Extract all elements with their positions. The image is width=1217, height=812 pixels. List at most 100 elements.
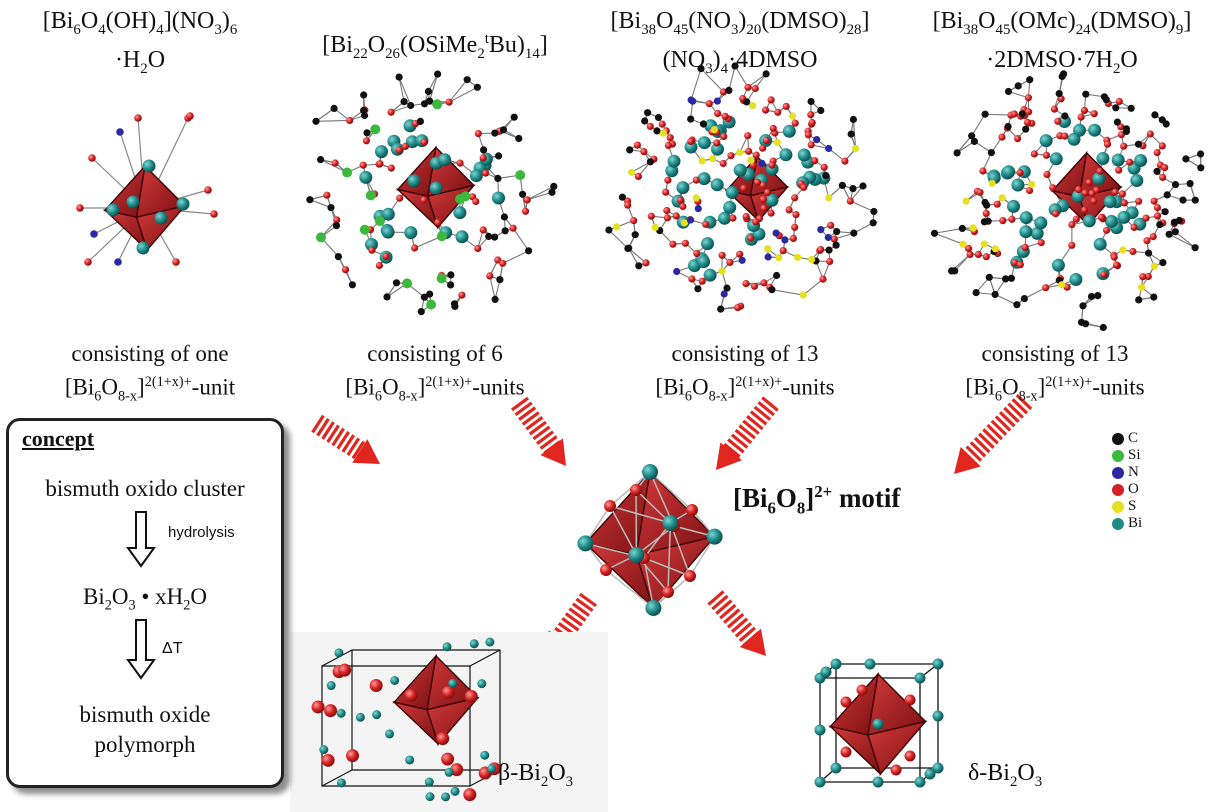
atom-o xyxy=(1030,150,1038,158)
atom-bi xyxy=(676,181,690,195)
atom-si xyxy=(515,170,526,181)
atom-s xyxy=(825,194,833,202)
atom-c xyxy=(1191,196,1199,204)
bond-line xyxy=(605,569,654,609)
atom-bi xyxy=(450,786,460,796)
atom-o xyxy=(1061,132,1069,140)
atom-c xyxy=(500,213,508,221)
atom-bi xyxy=(1067,132,1081,146)
atom-c xyxy=(485,232,493,241)
atom-c xyxy=(1060,70,1068,78)
atom-c xyxy=(694,285,702,293)
atom-bi xyxy=(1019,211,1033,225)
atom-o xyxy=(1115,166,1123,174)
atom-bi xyxy=(492,191,505,205)
atom-bi xyxy=(485,637,495,647)
atom-o xyxy=(1118,190,1126,198)
atom-o xyxy=(679,202,687,211)
atom-o xyxy=(751,84,759,93)
atom-c xyxy=(762,70,770,78)
atom-o xyxy=(338,663,352,677)
atom-bi xyxy=(429,181,443,195)
atom-bi xyxy=(1103,195,1117,209)
atom-o xyxy=(1011,259,1019,267)
cluster-2-structure xyxy=(306,70,558,316)
atom-s xyxy=(775,254,783,262)
atom-c xyxy=(717,305,725,313)
atom-o xyxy=(458,291,466,299)
atom-c xyxy=(1112,104,1120,112)
atom-o xyxy=(1016,169,1024,177)
atom-o xyxy=(720,132,728,141)
bond-line xyxy=(502,250,529,264)
atom-bi xyxy=(424,777,434,787)
atom-o xyxy=(1042,284,1050,292)
bond-line xyxy=(512,227,530,252)
atom-c xyxy=(1165,230,1173,238)
atom-bi xyxy=(136,241,150,255)
atom-o xyxy=(210,210,218,218)
atom-o xyxy=(1080,206,1089,214)
atom-o xyxy=(740,184,748,192)
atom-s xyxy=(651,223,659,231)
atom-o xyxy=(441,685,455,699)
atom-bi xyxy=(830,762,842,774)
atom-bi xyxy=(154,211,168,225)
atom-c xyxy=(1002,275,1010,283)
atom-o xyxy=(1153,204,1161,212)
atom-o xyxy=(600,564,612,576)
atom-bi xyxy=(442,642,452,652)
bond-line xyxy=(609,505,671,524)
atom-o xyxy=(669,240,677,248)
atom-c xyxy=(970,137,979,145)
atom-bi xyxy=(1039,134,1053,148)
atom-c xyxy=(550,182,558,190)
atom-c xyxy=(641,117,649,125)
unit-cell-edge xyxy=(321,649,353,667)
atom-o xyxy=(1143,237,1151,245)
bond-line xyxy=(448,86,478,103)
atom-o xyxy=(331,159,339,167)
atom-o xyxy=(1050,105,1058,113)
atom-c xyxy=(515,134,523,143)
atom-c xyxy=(1191,244,1199,252)
atom-o xyxy=(726,258,734,266)
bond-line xyxy=(985,113,1012,116)
atom-o xyxy=(846,197,854,205)
atom-c xyxy=(306,196,314,204)
atom-c xyxy=(1061,112,1069,120)
atom-c xyxy=(1082,90,1090,98)
atom-c xyxy=(1018,110,1026,118)
atom-o xyxy=(1096,167,1104,175)
atom-o xyxy=(474,244,482,253)
atom-c xyxy=(1013,301,1021,309)
atom-o xyxy=(1144,272,1152,281)
atom-o xyxy=(800,183,808,191)
atom-o xyxy=(1063,283,1071,291)
atom-o xyxy=(721,112,729,120)
atom-o xyxy=(1142,214,1150,222)
atom-o xyxy=(463,788,477,802)
cluster-4-caption: consisting of 13 [Bi6O8-x]2(1+x)+-units xyxy=(965,341,1145,405)
atom-o xyxy=(979,167,987,175)
atom-o xyxy=(1049,184,1057,192)
atom-o xyxy=(1139,273,1147,281)
atom-s xyxy=(991,245,1000,253)
atom-o xyxy=(420,196,428,204)
atom-c xyxy=(496,276,504,284)
atom-bi xyxy=(684,140,698,154)
atom-o xyxy=(624,201,632,209)
atom-o xyxy=(692,176,700,184)
atom-o xyxy=(785,206,793,214)
atom-bi xyxy=(814,776,826,788)
atom-o xyxy=(642,259,650,267)
bond-line xyxy=(429,73,439,102)
atom-c xyxy=(972,289,980,297)
atom-o xyxy=(1103,226,1111,234)
atom-c xyxy=(330,104,338,112)
atom-c xyxy=(847,130,855,138)
atom-bi xyxy=(703,268,717,282)
atom-c xyxy=(699,120,708,128)
atom-bi xyxy=(914,776,926,788)
atom-bi xyxy=(932,762,944,774)
